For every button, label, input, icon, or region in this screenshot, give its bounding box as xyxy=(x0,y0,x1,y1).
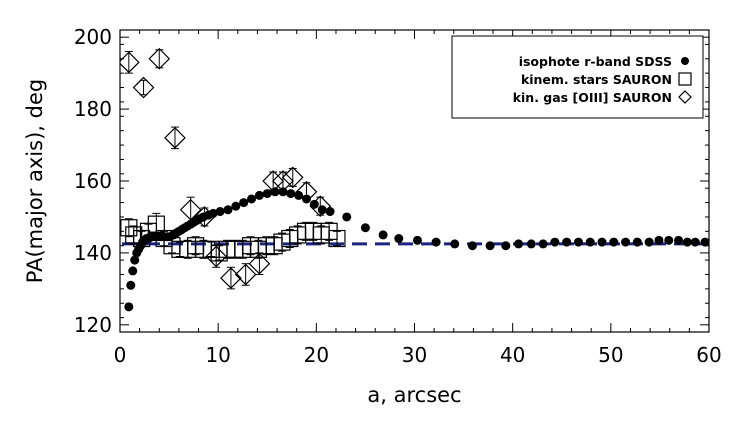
gas-diamond-point xyxy=(120,51,140,74)
stars-square-point xyxy=(328,229,346,248)
gas-diamond-point xyxy=(281,166,304,189)
isophote-point xyxy=(690,237,700,247)
gas-diamond-point xyxy=(234,263,257,286)
isophote-point xyxy=(550,237,560,247)
axis-tick-labels: 0 10 20 30 40 50 60 120 140 160 180 200 xyxy=(74,25,722,367)
isophote-point xyxy=(294,190,304,200)
gas-diamond-point xyxy=(132,76,155,99)
isophote-point xyxy=(128,266,138,276)
isophote-point xyxy=(585,237,595,247)
y-tick-label: 180 xyxy=(74,97,112,121)
x-tick-label: 10 xyxy=(205,343,230,367)
isophote-point xyxy=(126,280,136,290)
isophote-point xyxy=(124,302,134,312)
isophote-point xyxy=(431,237,441,247)
isophote-point xyxy=(247,194,257,204)
isophote-point xyxy=(514,239,524,249)
isophote-point xyxy=(450,239,460,249)
gas-diamond-point xyxy=(164,127,186,149)
isophote-point xyxy=(286,189,296,199)
isophote-point xyxy=(526,239,536,249)
gas-diamond-point xyxy=(148,47,171,70)
isophote-point xyxy=(254,190,264,200)
y-tick-label: 120 xyxy=(74,313,112,337)
x-tick-label: 50 xyxy=(598,343,623,367)
isophote-point xyxy=(378,230,388,240)
isophote-point xyxy=(664,235,674,245)
isophote-point xyxy=(674,235,684,245)
isophote-point xyxy=(325,207,335,217)
isophote-point xyxy=(262,189,272,199)
legend-marker-diamond xyxy=(678,90,692,104)
isophote-point xyxy=(485,241,495,251)
y-tick-label: 140 xyxy=(74,241,112,265)
isophote-point xyxy=(278,187,288,197)
legend-label-gas: kin. gas [OIII] SAURON xyxy=(513,90,672,105)
y-tick-label: 200 xyxy=(74,25,112,49)
isophote-point xyxy=(342,212,352,222)
y-tick-label: 160 xyxy=(74,169,112,193)
legend-label-isophote: isophote r-band SDSS xyxy=(519,54,672,69)
legend-marker-circle xyxy=(681,57,689,65)
isophote-point xyxy=(682,237,692,247)
legend-box xyxy=(451,35,704,119)
isophote-point xyxy=(394,234,404,244)
series-kin-gas xyxy=(120,47,332,290)
legend-label-stars: kinem. stars SAURON xyxy=(521,72,672,87)
isophote-point xyxy=(700,237,709,247)
isophote-point xyxy=(644,237,654,247)
isophote-point xyxy=(412,235,422,245)
x-tick-label: 0 xyxy=(114,343,127,367)
isophote-point xyxy=(309,199,319,209)
isophote-point xyxy=(231,201,241,211)
isophote-point xyxy=(223,205,233,215)
legend-marker-square xyxy=(678,72,692,86)
isophote-point xyxy=(215,207,225,217)
y-axis-label: PA(major axis), deg xyxy=(23,79,47,283)
x-tick-label: 30 xyxy=(402,343,427,367)
isophote-point xyxy=(501,241,511,251)
gas-diamond-point xyxy=(205,245,228,268)
x-tick-label: 40 xyxy=(500,343,525,367)
isophote-point xyxy=(467,241,477,251)
isophote-point xyxy=(573,237,583,247)
gas-diamond-point xyxy=(220,267,242,289)
isophote-point xyxy=(597,237,607,247)
isophote-point xyxy=(360,223,370,233)
isophote-point xyxy=(538,239,548,249)
legend: isophote r-band SDSS kinem. stars SAURON… xyxy=(451,35,704,119)
isophote-point xyxy=(632,237,642,247)
isophote-point xyxy=(270,187,280,197)
x-axis-label: a, arcsec xyxy=(367,383,461,407)
isophote-point xyxy=(130,255,140,265)
isophote-point xyxy=(621,237,631,247)
x-tick-label: 60 xyxy=(696,343,721,367)
isophote-point xyxy=(317,205,327,215)
isophote-point xyxy=(609,237,619,247)
series-isophote xyxy=(124,187,709,312)
x-tick-label: 20 xyxy=(304,343,329,367)
stars-square-point xyxy=(120,219,138,237)
isophote-point xyxy=(302,194,312,204)
isophote-point xyxy=(239,198,249,208)
gas-diamond-point xyxy=(248,252,271,275)
isophote-point xyxy=(208,208,218,218)
data-marks xyxy=(120,47,709,312)
isophote-point xyxy=(562,237,572,247)
isophote-point xyxy=(654,235,664,245)
